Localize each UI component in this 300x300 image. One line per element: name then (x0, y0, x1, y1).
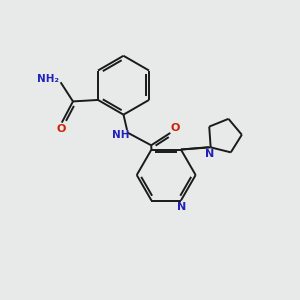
Text: N: N (205, 149, 214, 159)
Text: O: O (171, 123, 180, 133)
Text: NH₂: NH₂ (37, 74, 59, 84)
Text: NH: NH (112, 130, 129, 140)
Text: O: O (56, 124, 66, 134)
Text: N: N (178, 202, 187, 212)
